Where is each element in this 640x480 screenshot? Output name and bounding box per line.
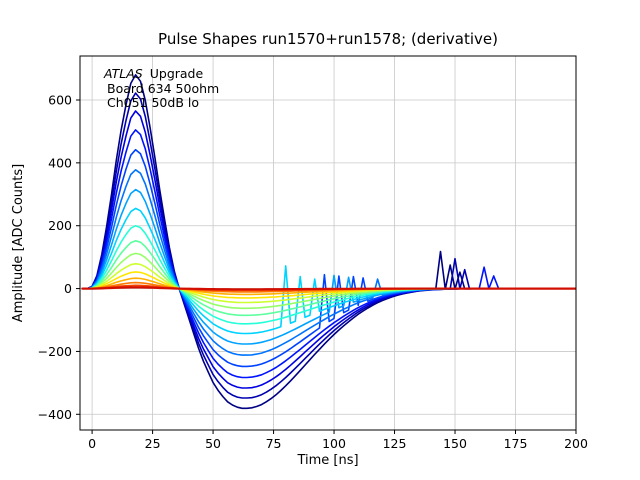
annotation-line-1: ATLAS Upgrade — [103, 66, 203, 81]
y-tick-label: 400 — [48, 155, 72, 170]
x-tick-label: 175 — [504, 436, 528, 451]
x-tick-label: 100 — [322, 436, 346, 451]
series-line-pulse-amp-505 — [81, 129, 576, 379]
tick-layer: 0 25 50 75 100 125 150 175 200 −400 −200 0 200 400 600 — [38, 93, 588, 452]
plot-border — [79, 55, 577, 431]
y-tick-label: 600 — [48, 93, 72, 108]
chart-title: Pulse Shapes run1570+run1578; (derivativ… — [158, 30, 498, 48]
y-tick-label: 0 — [64, 281, 72, 296]
x-tick-label: 75 — [266, 436, 282, 451]
annotation-upgrade: Upgrade — [150, 66, 204, 81]
y-tick-label: −200 — [38, 344, 72, 359]
x-tick-label: 25 — [145, 436, 161, 451]
series-line-pulse-amp-4 — [81, 286, 576, 291]
x-tick-label: 200 — [564, 436, 588, 451]
x-axis-label: Time [ns] — [296, 453, 358, 468]
plot-area — [80, 56, 576, 430]
x-tick-label: 150 — [443, 436, 467, 451]
x-tick-label: 50 — [205, 436, 221, 451]
annotation-line-2: Board 634 50ohm — [107, 81, 219, 96]
series-layer — [81, 74, 576, 410]
y-tick-label: 200 — [48, 218, 72, 233]
annotation-block: ATLAS Upgrade Board 634 50ohm Ch051 50dB … — [103, 66, 219, 110]
annotation-line-3: Ch051 50dB lo — [107, 95, 199, 110]
x-tick-label: 125 — [383, 436, 407, 451]
annotation-atlas: ATLAS — [103, 66, 143, 81]
x-tick-label: 0 — [88, 436, 96, 451]
y-axis-label: Amplitude [ADC Counts] — [11, 164, 26, 322]
y-tick-label: −400 — [38, 407, 72, 422]
